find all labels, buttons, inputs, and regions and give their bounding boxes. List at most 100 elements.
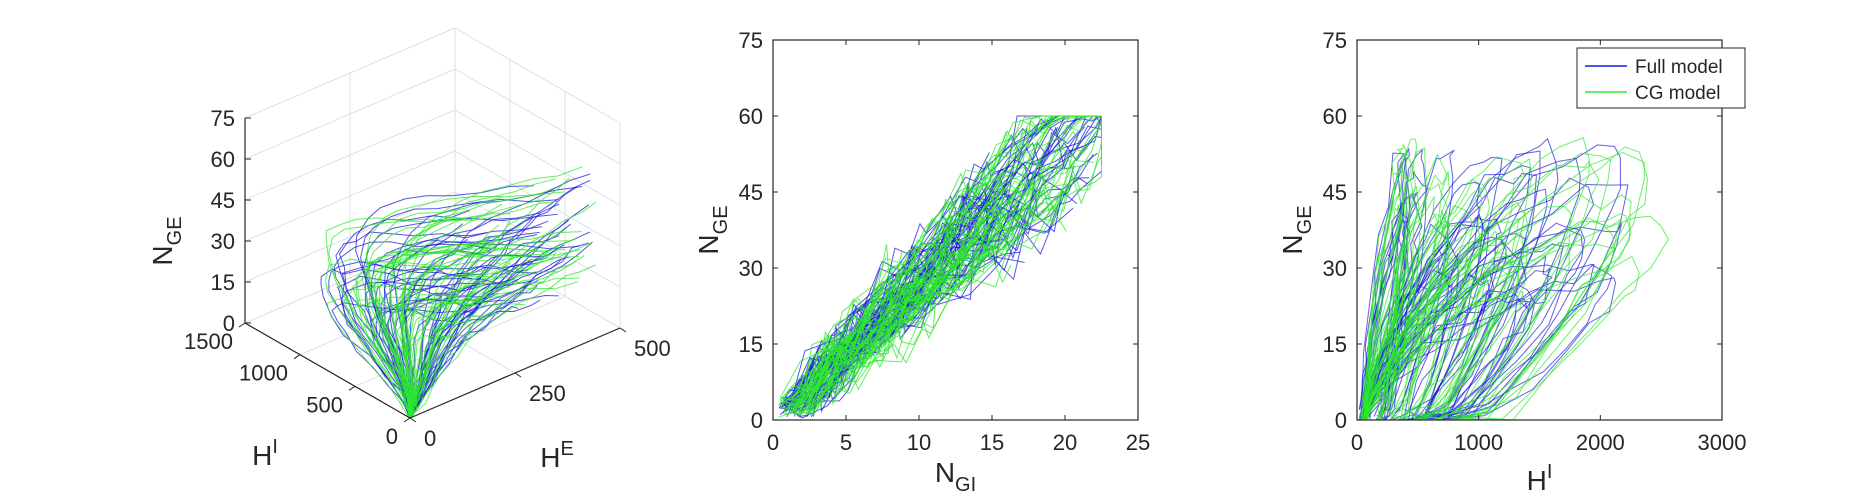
full-model-trajectory [1366,149,1455,420]
cg-model-trajectory [325,216,474,418]
full-model-trajectory [1361,150,1541,420]
cg-model-trajectory [1360,178,1490,420]
full-model-trajectory [797,115,1084,410]
y-tick-label: 60 [739,104,763,129]
axes-box [772,39,1139,421]
cg-model-trajectory [791,115,1102,399]
cg-model-trajectory [803,147,1088,417]
x-tick-label: 3000 [1698,430,1747,455]
cg-model-trajectory [346,299,483,419]
cg-model-trajectory [1367,204,1406,420]
x-tick-label: 15 [980,430,1004,455]
hi-tick-label: 1500 [184,329,233,354]
grid-line [454,191,621,288]
cg-model-trajectory [409,281,542,419]
cg-model-trajectory [399,178,557,415]
x-tick-label: 2000 [1576,430,1625,455]
axes-box [1356,39,1723,421]
he-axis-label: HE [540,438,574,473]
z-tick-label: 30 [211,229,235,254]
cg-model-trajectory [409,242,561,419]
x-tick-label: 0 [1351,430,1363,455]
cg-model-trajectory [365,195,504,418]
cg-model-trajectory [780,300,936,415]
full-model-trajectory [796,115,1102,398]
cg-model-trajectory [807,115,1098,411]
cg-model-trajectory [343,285,489,418]
y-tick-label: 30 [1323,256,1347,281]
cg-model-trajectory [1364,183,1449,420]
grid-line [454,150,621,247]
he-axis-label-superscript: E [560,438,573,460]
cg-model-trajectory [409,201,597,419]
hi-tick-label: 1000 [239,361,288,386]
z-axis-label-base: N [147,245,178,265]
cg-model-trajectory [410,264,596,417]
he-tick-label: 0 [424,426,436,451]
cg-model-trajectory [355,252,521,418]
y-tick-label: 30 [739,256,763,281]
legend-box [1576,47,1746,109]
x-tick-label: 0 [767,430,779,455]
legend: Full model CG model [1576,47,1746,109]
cg-model-trajectory [780,131,1007,403]
cg-model-trajectory [1360,144,1416,412]
cg-model-trajectory [1362,153,1448,420]
cg-model-trajectory [1365,151,1645,420]
cg-model-trajectory [1362,205,1475,420]
x-axis-label: HI [1527,461,1553,496]
x-tick-label: 10 [907,430,931,455]
cg-model-trajectory [1360,218,1621,420]
cg-model-trajectory [1365,171,1450,415]
grid-line [454,109,621,206]
y-tick-label: 45 [739,180,763,205]
cg-model-trajectory [1364,152,1612,420]
x-axis-label: NGI [935,457,976,496]
y-tick-label: 75 [739,28,763,53]
he-tick [514,372,522,378]
grid-line [454,27,621,124]
y-axis-label-subscript: GE [1294,205,1316,234]
y-tick-label: 15 [739,332,763,357]
y-axis-label: NGE [693,205,732,254]
he-axis-label-base: H [540,442,560,473]
cg-model-trajectory [409,220,526,418]
cg-model-trajectory [1361,137,1590,420]
hi-tick-label: 0 [386,424,398,449]
full-model-trajectory [336,275,460,419]
cg-model-trajectory [1367,171,1407,420]
cg-model-trajectory [327,298,452,418]
hi-tick [238,322,246,328]
hi-tick [403,417,411,423]
he-tick-label: 250 [529,381,566,406]
hi-tick-label: 500 [306,392,343,417]
cg-model-trajectory [796,220,1019,399]
grid-line [454,68,621,165]
cg-model-trajectory [779,203,978,398]
cg-model-trajectory [1361,291,1524,420]
hi-axis-line [244,322,411,419]
cg-model-trajectory [328,218,464,418]
y-axis-label: NGE [1277,205,1316,254]
cg-model-trajectory [401,231,582,418]
trajectory-lines [320,166,597,419]
cg-model-trajectory [407,231,462,416]
cg-model-trajectory [1361,242,1616,420]
panel-nge-vs-hi: 0 1000 2000 3000 0 15 30 45 60 75 HI NGE Full model C… [1277,28,1746,496]
cg-model-trajectory [410,224,500,414]
cg-model-trajectory [394,186,557,417]
cg-model-trajectory [409,238,576,417]
z-tick-label: 15 [211,270,235,295]
legend-label: CG model [1635,83,1721,104]
cg-model-trajectory [808,174,1038,399]
trajectory-lines [778,115,1102,419]
y-tick-label: 15 [1323,332,1347,357]
x-axis-label-base: N [935,457,955,488]
cg-model-trajectory [401,334,472,418]
z-tick-label: 60 [211,147,235,172]
full-model-trajectory [1361,188,1548,420]
full-model-trajectory [1363,181,1481,420]
